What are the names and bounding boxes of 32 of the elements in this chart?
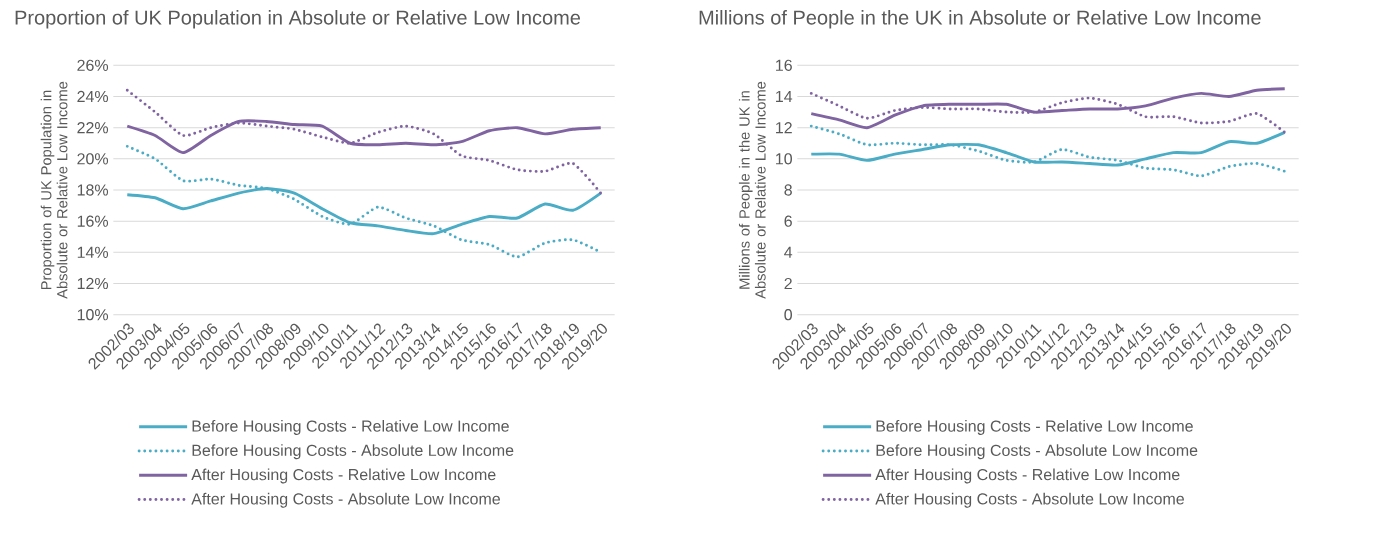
y-tick-label: 8 [784, 184, 792, 196]
line-series [809, 124, 1287, 178]
legend-label: After Housing Costs - Absolute Low Income [191, 492, 500, 508]
y-tick-label: 12 [776, 122, 792, 134]
legend-label: Before Housing Costs - Absolute Low Income [876, 444, 1198, 460]
legend-label: After Housing Costs - Absolute Low Income [875, 492, 1184, 508]
y-tick-label: 0 [784, 309, 793, 321]
y-tick-label: 4 [784, 246, 793, 258]
y-tick-label: 6 [784, 215, 792, 227]
y-tick-label: 12% [77, 277, 109, 290]
legend-label: After Housing Costs - Relative Low Income [875, 468, 1180, 484]
y-tick-label: 2 [784, 277, 792, 290]
y-tick-label: 16 [776, 59, 792, 71]
y-axis-title: Proportion of UK Population in Absolute or Relative Low Income [40, 81, 68, 299]
y-tick-label: 20% [77, 153, 109, 165]
y-axis-title: Millions of People in the UK in Absolute or Relative Low Income [738, 81, 766, 299]
legend-label: Before Housing Costs - Relative Low Income [192, 420, 509, 435]
y-tick-label: 14 [776, 91, 793, 102]
y-tick-label: 22% [77, 122, 109, 134]
y-tick-label: 10 [776, 153, 793, 165]
legend-label: Before Housing Costs - Absolute Low Income [192, 444, 514, 460]
legend-label: Before Housing Costs - Relative Low Income [876, 420, 1193, 435]
y-tick-label: 14% [77, 246, 109, 258]
y-tick-label: 16% [77, 215, 109, 227]
y-tick-label: 18% [77, 184, 109, 196]
chart-title: Millions of People in the UK in Absolute or Relative Low Income [699, 9, 1261, 29]
y-tick-label: 26% [77, 59, 109, 71]
legend-label: After Housing Costs - Relative Low Income [191, 468, 496, 484]
line-series [125, 88, 603, 195]
y-tick-label: 24% [77, 90, 109, 103]
chart-title: Proportion of UK Population in Absolute or Relative Low Income [15, 9, 581, 29]
y-tick-label: 10% [77, 309, 109, 321]
